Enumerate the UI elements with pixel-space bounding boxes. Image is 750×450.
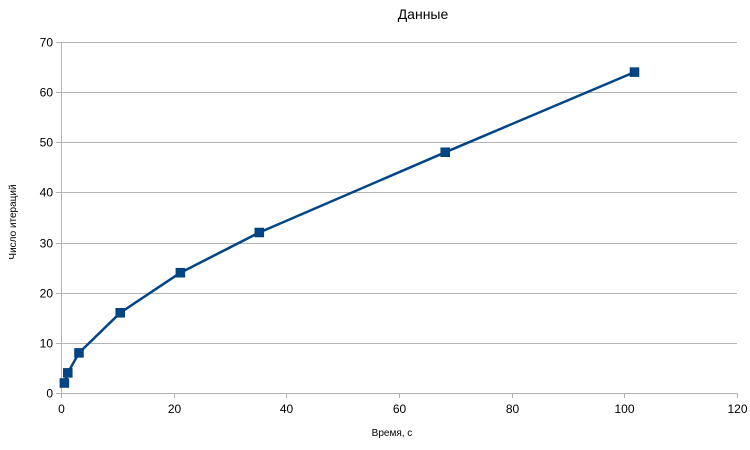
axes (61, 42, 737, 394)
y-tick-label: 50 (40, 136, 54, 150)
chart-title: Данные (398, 6, 449, 22)
y-tick-label: 0 (46, 387, 53, 401)
series-layer (59, 67, 640, 388)
x-tick-label: 60 (393, 402, 407, 416)
data-point-marker (254, 227, 265, 238)
y-axis-title: Число итераций (8, 184, 19, 259)
data-point-marker (175, 267, 186, 278)
data-point-marker (440, 147, 450, 158)
data-point-marker (59, 378, 70, 388)
x-tick-label: 20 (168, 402, 182, 416)
x-tick-label: 0 (58, 402, 65, 416)
y-tick-label: 20 (40, 287, 54, 301)
y-tick-label: 30 (40, 237, 54, 251)
x-axis-ticks: 0 20 40 60 80 100 120 (58, 393, 748, 416)
x-tick-label: 40 (280, 402, 294, 416)
y-tick-label: 10 (40, 337, 54, 351)
data-point-marker (74, 348, 84, 358)
y-tick-label: 60 (40, 86, 54, 100)
x-tick-label: 100 (614, 402, 634, 416)
y-tick-label: 70 (40, 36, 54, 50)
data-point-marker (63, 368, 73, 378)
grid-lines (61, 42, 737, 394)
series-line (63, 70, 635, 384)
y-axis-ticks: 0 10 20 30 40 50 60 70 (40, 36, 61, 401)
y-tick-label: 40 (40, 186, 54, 200)
x-tick-label: 80 (506, 402, 520, 416)
x-tick-label: 120 (727, 402, 747, 416)
data-point-marker (115, 308, 125, 318)
data-point-marker (629, 67, 640, 77)
x-axis-title: Время, с (372, 428, 413, 439)
